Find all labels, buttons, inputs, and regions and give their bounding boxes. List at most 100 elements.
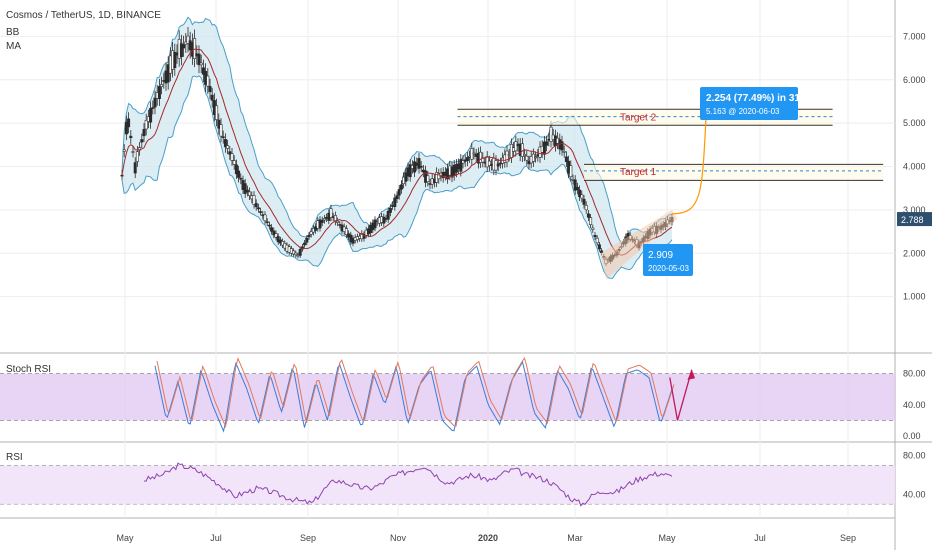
candle-body xyxy=(333,215,337,223)
target-label: Target 2 xyxy=(620,113,657,124)
candle-body xyxy=(351,238,355,244)
stoch-tick-label: 0.00 xyxy=(903,431,921,441)
candle-body xyxy=(322,218,326,221)
candle-body xyxy=(589,217,593,225)
candle-body xyxy=(199,62,203,66)
candle-body xyxy=(580,194,584,199)
candle-body xyxy=(373,219,377,229)
candle-body xyxy=(217,119,221,129)
candle-body xyxy=(569,165,573,178)
candle-body xyxy=(393,197,397,207)
projection-curve xyxy=(671,116,707,215)
candle-body xyxy=(186,35,190,44)
candle-body xyxy=(292,250,296,255)
x-tick-label: May xyxy=(116,533,134,543)
candle-body xyxy=(239,177,243,180)
candle-body xyxy=(237,170,241,178)
candle-body xyxy=(160,84,164,87)
projection-sub: 5.163 @ 2020-06-03 xyxy=(706,107,780,116)
candle-body xyxy=(404,172,408,182)
candle-body xyxy=(140,139,144,143)
candle-body xyxy=(131,151,135,153)
candle-body xyxy=(151,107,155,109)
projection-badge xyxy=(700,87,798,120)
candle-body xyxy=(562,150,566,153)
candle-body xyxy=(219,124,223,137)
candle-body xyxy=(344,228,348,236)
rsi-tick-label: 40.00 xyxy=(903,490,926,500)
candle-body xyxy=(210,94,214,101)
target-zone xyxy=(584,164,884,181)
candle-body xyxy=(560,141,564,151)
x-tick-label: Sep xyxy=(840,533,856,543)
candle-body xyxy=(182,44,186,49)
x-tick-label: Jul xyxy=(210,533,222,543)
indicator-ma-label[interactable]: MA xyxy=(6,41,21,52)
rsi-band-fill xyxy=(0,465,895,505)
indicator-bb-label[interactable]: BB xyxy=(6,27,20,38)
stoch-tick-label: 40.00 xyxy=(903,400,926,410)
candle-body xyxy=(142,129,146,137)
price-tick-label: 1.000 xyxy=(903,292,926,302)
stoch-k-line xyxy=(154,360,673,433)
candle-body xyxy=(395,195,399,200)
candle-body xyxy=(232,160,236,165)
stoch-arrow-head xyxy=(687,369,696,380)
candle-body xyxy=(487,160,491,166)
candle-body xyxy=(206,75,210,87)
candle-body xyxy=(129,135,133,139)
candle-body xyxy=(259,211,263,213)
candle-body xyxy=(575,186,579,191)
rsi-label[interactable]: RSI xyxy=(6,452,23,463)
candle-body xyxy=(318,219,322,229)
candle-body xyxy=(270,227,274,232)
candle-body xyxy=(542,141,546,155)
start-date: 2020-05-03 xyxy=(648,264,689,273)
candle-body xyxy=(505,150,509,163)
stoch-band-fill xyxy=(0,373,895,421)
candle-body xyxy=(388,208,392,213)
candle-body xyxy=(564,156,568,163)
stoch-rsi-label[interactable]: Stoch RSI xyxy=(6,364,52,375)
candle-body xyxy=(193,38,197,59)
price-tick-label: 5.000 xyxy=(903,118,926,128)
target-label: Target 1 xyxy=(620,167,657,178)
bb-lower-line xyxy=(121,75,673,279)
candle-body xyxy=(582,198,586,205)
candle-body xyxy=(135,151,139,162)
price-tick-label: 3.000 xyxy=(903,205,926,215)
candle-body xyxy=(173,51,177,68)
candle-body xyxy=(525,155,529,161)
price-tick-label: 4.000 xyxy=(903,162,926,172)
x-tick-label: Mar xyxy=(567,533,583,543)
candle-body xyxy=(201,67,205,75)
stoch-tick-label: 80.00 xyxy=(903,369,926,379)
wedge-pattern xyxy=(600,209,678,280)
candle-body xyxy=(153,97,157,108)
candle-body xyxy=(397,189,401,196)
candle-body xyxy=(496,163,500,167)
candle-body xyxy=(586,213,590,218)
candle-body xyxy=(514,141,518,152)
candle-body xyxy=(329,208,333,218)
candle-body xyxy=(309,231,313,235)
stoch-d-line xyxy=(156,356,675,429)
candle-body xyxy=(549,126,553,142)
candle-body xyxy=(382,216,386,224)
candle-body xyxy=(248,191,252,196)
candle-body xyxy=(461,160,465,164)
candle-body xyxy=(252,195,256,205)
symbol-title: Cosmos / TetherUS, 1D, BINANCE xyxy=(6,10,161,21)
candle-body xyxy=(215,105,219,120)
rsi-line xyxy=(143,462,673,507)
candle-body xyxy=(362,234,366,239)
candle-body xyxy=(124,121,128,135)
candle-body xyxy=(419,165,423,168)
candle-body xyxy=(122,149,126,152)
candle-body xyxy=(459,159,463,172)
price-tick-label: 2.000 xyxy=(903,248,926,258)
candle-body xyxy=(336,220,340,223)
candle-body xyxy=(465,157,469,161)
